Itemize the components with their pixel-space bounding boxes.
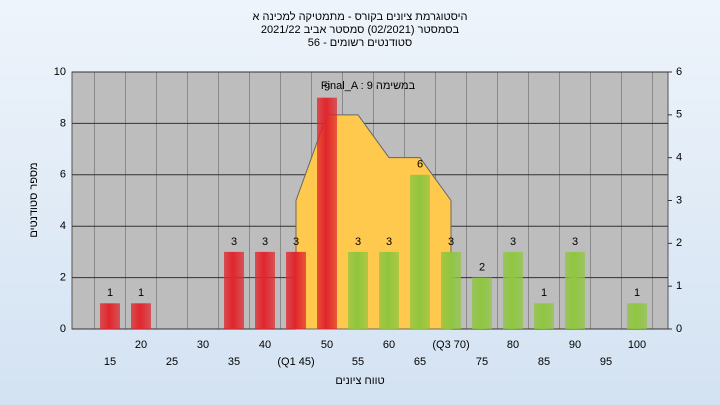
bar bbox=[379, 251, 399, 329]
bar bbox=[317, 97, 337, 329]
x-tick-label: 55 bbox=[352, 356, 364, 368]
bar bbox=[348, 251, 368, 329]
bar bbox=[627, 303, 647, 329]
x-tick-label: 75 bbox=[476, 356, 488, 368]
x-tick-label: (Q3 70) bbox=[432, 339, 469, 351]
bar bbox=[100, 303, 120, 329]
y2-tick-label: 6 bbox=[676, 66, 682, 78]
x-tick-label: 90 bbox=[569, 339, 581, 351]
data-label: 3 bbox=[386, 236, 392, 248]
data-label: 3 bbox=[510, 236, 516, 248]
title: סטודנטים רשומים - 56 bbox=[308, 37, 412, 49]
x-tick-label: 65 bbox=[414, 356, 426, 368]
x-tick-label: (Q1 45) bbox=[277, 356, 314, 368]
x-tick-label: 30 bbox=[197, 339, 209, 351]
data-label: 3 bbox=[572, 236, 578, 248]
bar bbox=[255, 251, 275, 329]
x-tick-label: 60 bbox=[383, 339, 395, 351]
bar bbox=[534, 303, 554, 329]
y-tick-label: 2 bbox=[60, 272, 66, 284]
bar bbox=[131, 303, 151, 329]
data-label: 6 bbox=[417, 159, 423, 171]
x-tick-label: 50 bbox=[321, 339, 333, 351]
x-tick-label: 100 bbox=[628, 339, 646, 351]
y-tick-label: 6 bbox=[60, 169, 66, 181]
bar bbox=[503, 251, 523, 329]
data-label: 3 bbox=[355, 236, 361, 248]
y2-tick-label: 3 bbox=[676, 194, 682, 206]
x-tick-label: 35 bbox=[228, 356, 240, 368]
bar bbox=[410, 174, 430, 329]
y-tick-label: 0 bbox=[60, 323, 66, 335]
y2-tick-label: 0 bbox=[676, 323, 682, 335]
data-label: 3 bbox=[448, 236, 454, 248]
data-label: 1 bbox=[541, 287, 547, 299]
bar bbox=[224, 251, 244, 329]
x-tick-label: 25 bbox=[166, 356, 178, 368]
y-tick-label: 4 bbox=[60, 220, 66, 232]
data-label: 1 bbox=[107, 287, 113, 299]
y-tick-label: 10 bbox=[54, 66, 66, 78]
x-tick-label: 85 bbox=[538, 356, 550, 368]
x-tick-label: 80 bbox=[507, 339, 519, 351]
title: היסטוגרמת ציונים בקורס - מתמטיקה למכינה … bbox=[253, 10, 468, 23]
y2-tick-label: 2 bbox=[676, 237, 682, 249]
data-label: 9 bbox=[324, 82, 330, 94]
bar bbox=[286, 251, 306, 329]
x-tick-label: 95 bbox=[600, 356, 612, 368]
x-tick-label: 40 bbox=[259, 339, 271, 351]
x-axis-label: טווח ציונים bbox=[335, 375, 384, 387]
annotation: Final_A : במשימה 9 bbox=[321, 80, 416, 92]
y2-tick-label: 5 bbox=[676, 109, 682, 121]
x-tick-label: 15 bbox=[104, 356, 116, 368]
bar bbox=[441, 251, 461, 329]
data-label: 3 bbox=[231, 236, 237, 248]
data-label: 2 bbox=[479, 262, 485, 274]
y2-tick-label: 1 bbox=[676, 280, 682, 292]
data-label: 3 bbox=[262, 236, 268, 248]
data-label: 1 bbox=[138, 287, 144, 299]
title: בסמסטר (02/2021) סמסטר אביב 2021/22 bbox=[261, 24, 460, 36]
bar bbox=[472, 277, 492, 329]
data-label: 1 bbox=[634, 287, 640, 299]
bar bbox=[565, 251, 585, 329]
y-axis-label: מספר סטודנטים bbox=[28, 162, 40, 237]
y-tick-label: 8 bbox=[60, 117, 66, 129]
y2-tick-label: 4 bbox=[676, 152, 682, 164]
data-label: 3 bbox=[293, 236, 299, 248]
x-tick-label: 20 bbox=[135, 339, 147, 351]
